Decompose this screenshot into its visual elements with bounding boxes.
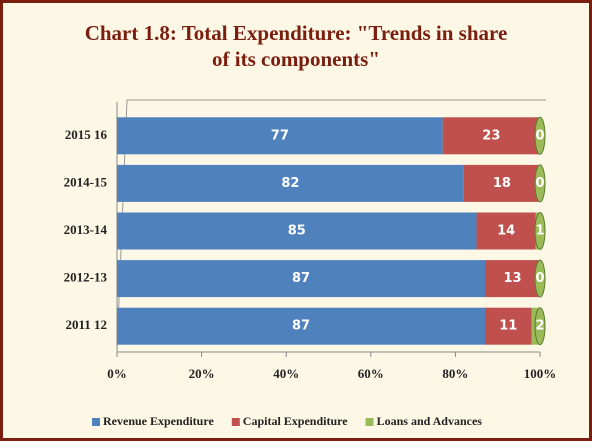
y-tick-label: 2013-14	[64, 222, 108, 237]
bar-cap	[534, 116, 546, 155]
legend-swatch	[92, 418, 100, 426]
bar-cap	[534, 212, 546, 250]
data-label: 85	[288, 224, 306, 239]
x-tick-label: 80%	[442, 366, 468, 381]
y-tick-label: 2012-13	[64, 270, 108, 285]
y-tick-label: 2011 12	[65, 317, 107, 332]
x-tick-label: 60%	[358, 366, 384, 381]
legend-label: Revenue Expenditure	[103, 414, 214, 428]
legend-swatch	[231, 418, 240, 426]
legend-label: Capital Expenditure	[243, 414, 348, 428]
data-label: 2	[535, 319, 544, 334]
data-label: 0	[535, 271, 544, 286]
data-label: 1	[535, 224, 544, 239]
bar-segment	[117, 117, 443, 155]
legend-label: Loans and Advances	[377, 414, 483, 428]
data-label: 82	[281, 176, 299, 191]
data-label: 13	[503, 271, 521, 286]
bar-segment	[117, 307, 486, 345]
bar-cap	[534, 307, 546, 346]
bar-segment	[476, 212, 536, 250]
bar-segment	[485, 307, 532, 345]
data-label: 87	[292, 271, 310, 286]
data-label: 11	[499, 319, 517, 334]
bar-segment	[442, 117, 540, 155]
data-label: 0	[535, 128, 544, 143]
data-label: 14	[497, 224, 515, 239]
bar-segment	[117, 260, 486, 298]
x-tick-label: 100%	[524, 366, 557, 381]
bar-segment	[463, 164, 540, 202]
legend-swatch	[365, 418, 374, 426]
y-tick-label: 2015 16	[65, 127, 108, 142]
data-label: 18	[493, 176, 511, 191]
bar-cap	[534, 164, 546, 203]
x-tick-label: 0%	[107, 366, 127, 381]
bar-segment	[117, 164, 464, 202]
y-tick-label: 2014-15	[64, 174, 108, 189]
bar-segment	[485, 260, 540, 298]
data-label: 87	[292, 319, 310, 334]
bar-cap	[534, 259, 546, 298]
x-tick-label: 20%	[189, 366, 215, 381]
chart-title: Chart 1.8: Total Expenditure: "Trends in…	[84, 21, 508, 71]
x-tick-label: 40%	[273, 366, 299, 381]
bar-segment	[117, 212, 477, 250]
data-label: 0	[535, 176, 544, 191]
data-label: 77	[271, 128, 289, 143]
data-label: 23	[482, 128, 500, 143]
